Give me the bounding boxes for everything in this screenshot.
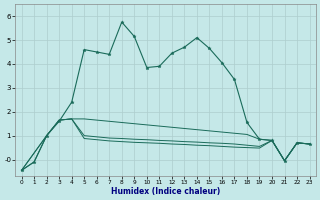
X-axis label: Humidex (Indice chaleur): Humidex (Indice chaleur) xyxy=(111,187,220,196)
